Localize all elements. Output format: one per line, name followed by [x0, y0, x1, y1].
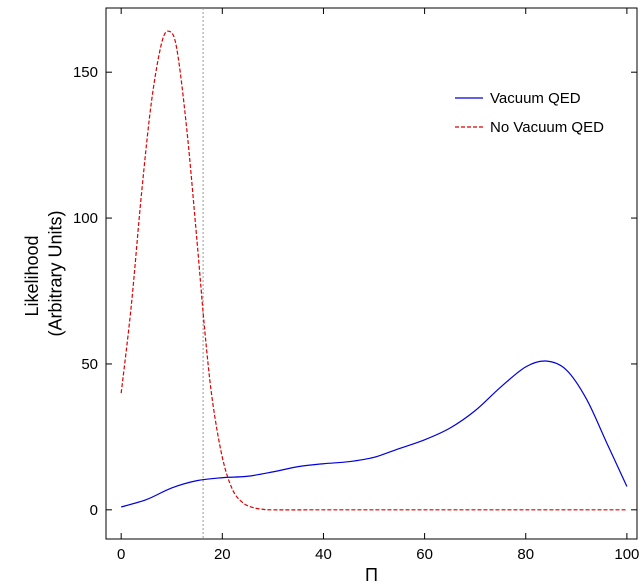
x-tick-label: 100 [614, 546, 639, 563]
y-tick-label: 100 [73, 210, 98, 227]
x-tick-label: 60 [416, 546, 433, 563]
y-tick-label: 0 [90, 502, 98, 519]
y-axis-label-line-2: (Arbitrary Units) [46, 210, 66, 336]
x-tick-label: 0 [117, 546, 125, 563]
legend-label-no-vacuum-qed: No Vacuum QED [490, 119, 604, 136]
x-tick-label: 80 [517, 546, 534, 563]
plot-area [105, 7, 638, 540]
legend-label-vacuum-qed: Vacuum QED [490, 90, 581, 107]
x-axis: 0 20 40 60 80 100 [117, 8, 639, 563]
series-layer [120, 30, 628, 511]
series-line-vacuum-qed [121, 360, 628, 508]
x-tick-label: 40 [315, 546, 332, 563]
y-axis-label: Likelihood (Arbitrary Units) [22, 210, 65, 336]
y-axis-label-line-1: Likelihood [22, 235, 42, 316]
y-axis: 0 50 100 150 [73, 64, 637, 519]
legend: Vacuum QED No Vacuum QED [455, 90, 604, 136]
y-tick-label: 50 [81, 356, 98, 373]
x-tick-label: 20 [214, 546, 231, 563]
series-line-no-vacuum-qed [120, 30, 627, 511]
x-axis-label: Π [365, 565, 378, 585]
y-tick-label: 150 [73, 64, 98, 81]
plot-frame [105, 7, 638, 540]
